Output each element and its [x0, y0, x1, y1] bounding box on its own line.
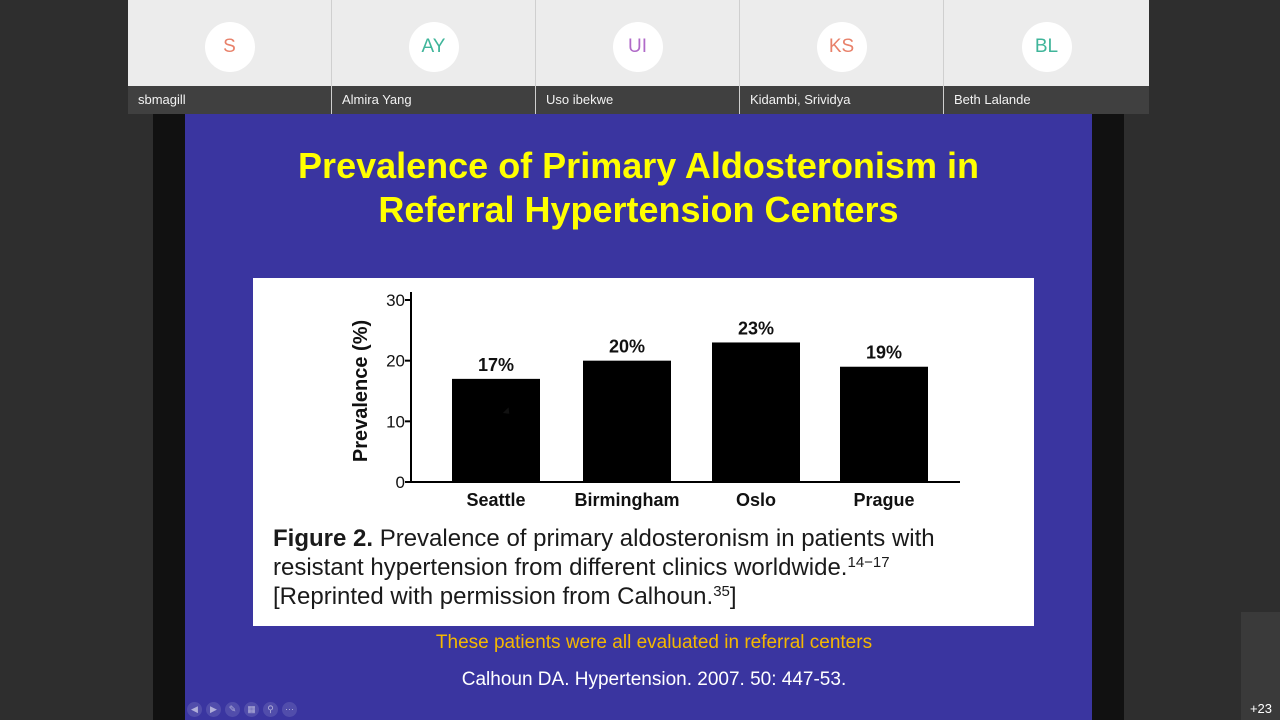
bar-seattle — [452, 378, 540, 482]
caption-ref2: 35 — [713, 583, 730, 600]
y-tick-label: 10 — [386, 412, 405, 431]
y-axis-label: Prevalence (%) — [350, 320, 372, 462]
participant-name: Almira Yang — [332, 86, 535, 114]
participant-avatar: UI — [612, 22, 663, 72]
slide-citation: Calhoun DA. Hypertension. 2007. 50: 447-… — [461, 669, 847, 690]
category-label: Oslo — [736, 490, 776, 510]
slides-icon[interactable]: ▦ — [244, 702, 259, 717]
participant-name: sbmagill — [128, 86, 331, 114]
participant-name: Kidambi, Srividya — [740, 86, 943, 114]
category-label: Seattle — [466, 490, 525, 510]
y-tick-label: 0 — [396, 473, 405, 492]
gallery-overflow-panel[interactable]: +23 — [1241, 612, 1280, 720]
slide-title-line-1: Prevalence of Primary Aldosteronism in — [298, 145, 979, 186]
participant-avatar: AY — [408, 22, 459, 72]
participant-name: Uso ibekwe — [536, 86, 739, 114]
bar-prague — [840, 366, 928, 482]
participant-name: Beth Lalande — [944, 86, 1149, 114]
presentation-slide: Prevalence of Primary Aldosteronism in R… — [185, 114, 1092, 720]
next-icon[interactable]: ▶ — [206, 702, 221, 717]
participant-tile[interactable]: AY Almira Yang — [332, 0, 536, 114]
data-label: 19% — [866, 343, 902, 363]
slide-controls: ◀ ▶ ✎ ▦ ⚲ ⋯ — [187, 702, 297, 717]
figure-image: 0 10 20 30 Prevalence (%) 17% Seattle 20% Birmin… — [253, 278, 1034, 626]
data-label: 20% — [609, 337, 645, 357]
caption-end: ] — [729, 583, 737, 610]
bar-chart: 0 10 20 30 Prevalence (%) 17% Seattle 20% Birmin… — [350, 291, 960, 510]
data-label: 17% — [478, 355, 514, 375]
bar-oslo — [712, 342, 800, 482]
category-label: Birmingham — [574, 490, 679, 510]
participant-avatar: BL — [1021, 22, 1072, 72]
slide-note: These patients were all evaluated in ref… — [435, 632, 873, 653]
caption-refs: 14−17 — [847, 554, 890, 571]
participant-tile[interactable]: BL Beth Lalande — [944, 0, 1149, 114]
participant-tile[interactable]: UI Uso ibekwe — [536, 0, 740, 114]
caption-reprint: [Reprinted with permission from Calhoun. — [273, 583, 714, 610]
slide-title-line-2: Referral Hypertension Centers — [378, 189, 899, 230]
more-icon[interactable]: ⋯ — [282, 702, 297, 717]
participant-strip: S sbmagill AY Almira Yang UI Uso ibekwe … — [128, 0, 1149, 114]
zoom-icon[interactable]: ⚲ — [263, 702, 278, 717]
slide-title: Prevalence of Primary Aldosteronism in R… — [185, 144, 1092, 232]
participant-avatar: S — [204, 22, 255, 72]
participant-tile[interactable]: KS Kidambi, Srividya — [740, 0, 944, 114]
pen-icon[interactable]: ✎ — [225, 702, 240, 717]
caption-text: Prevalence of primary aldosteronism in p… — [273, 525, 935, 581]
data-label: 23% — [738, 318, 774, 338]
participant-avatar: KS — [816, 22, 867, 72]
y-tick-label: 20 — [386, 352, 405, 371]
prev-icon[interactable]: ◀ — [187, 702, 202, 717]
y-tick-label: 30 — [386, 291, 405, 310]
bar-birmingham — [583, 360, 671, 482]
category-label: Prague — [853, 490, 914, 510]
figure-caption: Figure 2. Prevalence of primary aldoster… — [273, 524, 1023, 611]
caption-label: Figure 2. — [273, 525, 374, 552]
more-participants-count[interactable]: +23 — [1249, 701, 1272, 716]
participant-tile[interactable]: S sbmagill — [128, 0, 332, 114]
